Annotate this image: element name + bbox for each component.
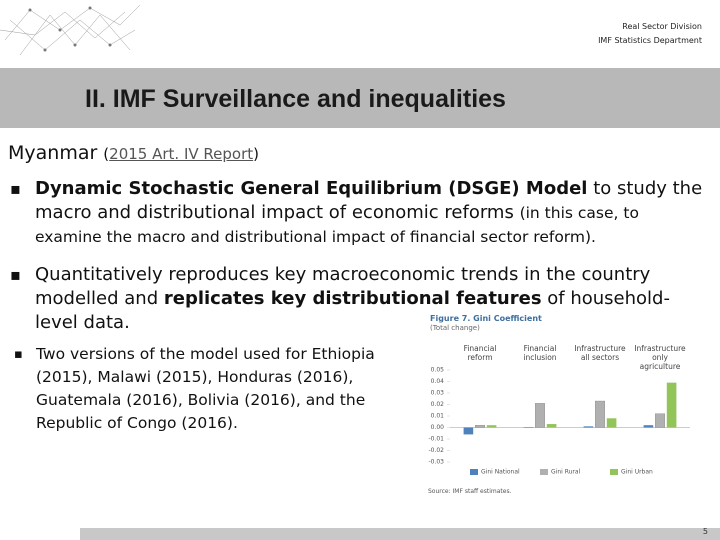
y-tick-label: 0.04 [431, 378, 445, 385]
bar [486, 425, 497, 428]
text-run: (in this case, to examine the macro and … [35, 204, 639, 246]
bar [666, 382, 677, 428]
y-tick-label: -0.03 [428, 459, 444, 466]
text-run: Myanmar [8, 142, 98, 164]
y-tick-label: -0.01 [428, 436, 444, 443]
text-run: ) [253, 145, 259, 163]
category-label: Infrastructure only agriculture [634, 344, 686, 371]
bar [643, 425, 654, 428]
page-number: 5 [702, 527, 708, 536]
y-tick-label: 0.01 [431, 413, 445, 420]
y-tick-label: 0.03 [431, 390, 445, 397]
y-tick-label: -0.02 [428, 447, 444, 454]
text-run: of household-level data. [35, 288, 670, 333]
bullet: Quantitatively reproduces key macroecono… [10, 263, 705, 335]
division: Real Sector Division [622, 22, 702, 31]
y-tick-label: 0.02 [431, 401, 445, 408]
legend-label: Gini Urban [621, 469, 653, 476]
legend-swatch [470, 469, 478, 475]
legend-swatch [610, 469, 618, 475]
text-run: to study the macro and distributional im… [35, 178, 703, 223]
figure: Figure 7. Gini Coefficient (Total change… [420, 310, 715, 500]
legend-swatch [540, 469, 548, 475]
text-run: ( [103, 145, 110, 163]
text-run: replicates key distributional features [163, 288, 542, 309]
category-label: Infrastructure all sectors [574, 344, 626, 362]
bar [594, 400, 605, 428]
subtitle: Myanmar (2015 Art. IV Report) [8, 142, 259, 164]
text-run: Quantitatively reproduces key macroecono… [35, 264, 651, 309]
network-graphic [0, 4, 141, 56]
y-tick-label: 0.05 [431, 367, 445, 374]
figure-subtitle: (Total change) [430, 324, 480, 332]
bullet: Dynamic Stochastic General Equilibrium (… [10, 177, 705, 249]
legend-label: Gini Rural [551, 469, 581, 476]
bar [546, 424, 557, 428]
legend-label: Gini National [481, 469, 520, 476]
category-label: Financial inclusion [523, 344, 557, 362]
text-run: Dynamic Stochastic General Equilibrium (… [35, 178, 588, 199]
bar [475, 424, 486, 428]
bar [654, 413, 665, 428]
category-label: Financial reform [463, 344, 497, 362]
figure-title: Figure 7. Gini Coefficient [430, 314, 542, 323]
bar [534, 403, 545, 428]
source: Source: IMF staff estimates. [428, 488, 512, 495]
bar [583, 426, 594, 428]
y-tick-label: 0.00 [431, 424, 445, 431]
link: 2015 Art. IV Report [109, 145, 254, 163]
bar [606, 418, 617, 428]
footer-bar [80, 528, 720, 540]
slide-title: II. IMF Surveillance and inequalities [85, 85, 506, 113]
department: IMF Statistics Department [598, 36, 702, 45]
sub-bullet: Two versions of the model used for Ethio… [14, 343, 399, 435]
plot: -0.03 -0.02 -0.01 0.00 0.01 0.02 0.03 0.04 0.05 G… [428, 367, 690, 476]
bar [463, 427, 474, 435]
bar [523, 427, 534, 428]
title-band [0, 68, 720, 128]
